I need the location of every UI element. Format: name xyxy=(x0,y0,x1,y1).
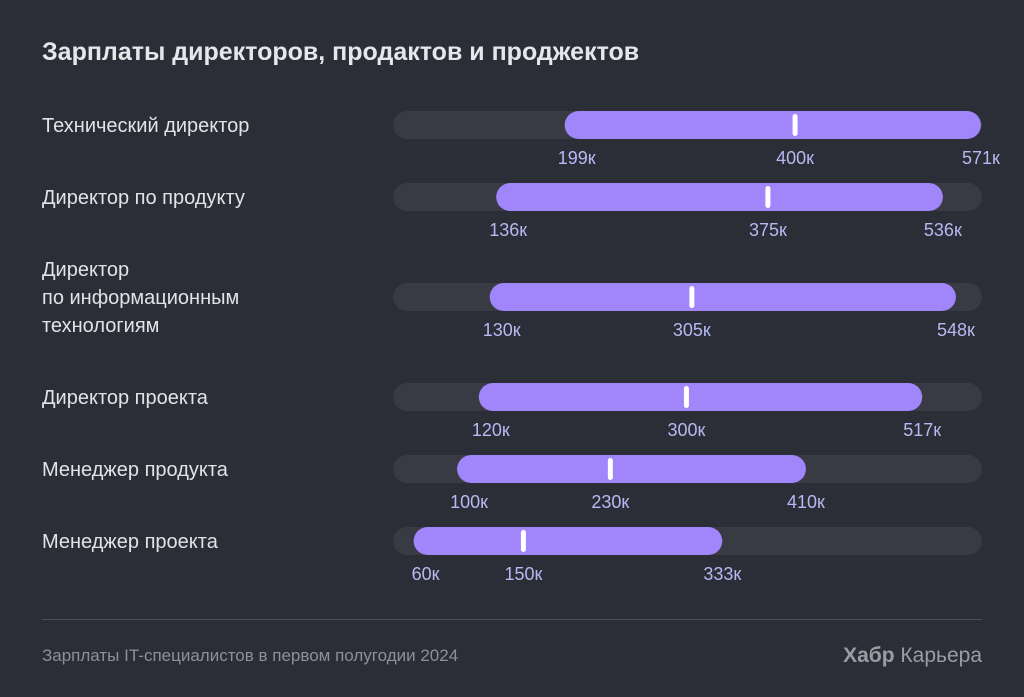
range-bar xyxy=(489,283,956,311)
source-note: Зарплаты IT-специалистов в первом полуго… xyxy=(42,646,459,665)
divider xyxy=(42,619,982,620)
row-label: Директор xyxy=(42,259,129,281)
median-marker xyxy=(683,386,689,408)
row-label: Менеджер проекта xyxy=(42,531,219,553)
value-label-max: 517к xyxy=(903,420,941,440)
value-label-min: 199к xyxy=(558,148,596,168)
range-bar xyxy=(496,183,943,211)
value-label-median: 375к xyxy=(749,220,787,240)
value-label-median: 300к xyxy=(667,420,705,440)
row-label: Технический директор xyxy=(42,115,249,137)
brand-bold: Хабр xyxy=(843,644,895,667)
row-label: Директор проекта xyxy=(42,387,209,409)
value-label-min: 136к xyxy=(489,220,527,240)
value-label-max: 571к xyxy=(962,148,1000,168)
row-label: по информационным xyxy=(42,287,239,309)
value-label-median: 400к xyxy=(776,148,814,168)
value-label-median: 150к xyxy=(504,564,542,584)
value-label-min: 100к xyxy=(450,492,488,512)
value-label-median: 230к xyxy=(591,492,629,512)
range-bar xyxy=(478,383,923,411)
value-label-median: 305к xyxy=(673,320,711,340)
brand-logo: Хабр Карьера xyxy=(843,644,982,668)
value-label-min: 60к xyxy=(412,564,440,584)
chart-title: Зарплаты директоров, продактов и проджек… xyxy=(42,38,640,66)
median-marker xyxy=(689,286,695,308)
brand-rest: Карьера xyxy=(900,644,982,667)
median-marker xyxy=(765,186,771,208)
range-bar xyxy=(413,527,723,555)
row-label: Директор по продукту xyxy=(42,187,245,209)
range-bar xyxy=(457,455,806,483)
range-bar xyxy=(564,111,981,139)
median-marker xyxy=(792,114,798,136)
value-label-max: 333к xyxy=(703,564,741,584)
row-label: Менеджер продукта xyxy=(42,459,229,481)
median-marker xyxy=(607,458,613,480)
row-label: технологиям xyxy=(42,315,159,337)
value-label-max: 410к xyxy=(787,492,825,512)
value-label-min: 120к xyxy=(472,420,510,440)
value-label-max: 536к xyxy=(924,220,962,240)
median-marker xyxy=(520,530,526,552)
value-label-max: 548к xyxy=(937,320,975,340)
value-label-min: 130к xyxy=(483,320,521,340)
